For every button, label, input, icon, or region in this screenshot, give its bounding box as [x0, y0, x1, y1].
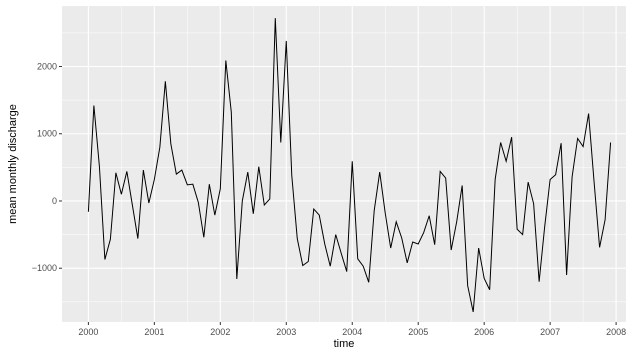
grid-minor: [62, 6, 626, 322]
y-tick-label: −1000: [32, 263, 57, 273]
series-points: [88, 18, 611, 312]
y-tick-label: 1000: [37, 129, 57, 139]
x-tick-label: 2005: [408, 327, 428, 337]
y-axis-ticks: −1000 0 1000 2000: [32, 62, 62, 273]
x-tick-label: 2008: [606, 327, 626, 337]
x-tick-label: 2001: [144, 327, 164, 337]
x-tick-label: 2000: [78, 327, 98, 337]
grid-major: [62, 6, 626, 322]
x-axis-ticks: 2000 2001 2002 2003 2004 2005 2006 2007 2008: [78, 322, 626, 337]
series-line: [87, 18, 612, 313]
x-tick-label: 2007: [540, 327, 560, 337]
plot-panel: [62, 6, 626, 322]
y-tick-label: 0: [52, 196, 57, 206]
x-axis-title: time: [334, 338, 355, 350]
y-axis-title: mean monthly discharge: [7, 104, 19, 224]
y-tick-label: 2000: [37, 62, 57, 72]
x-tick-label: 2003: [276, 327, 296, 337]
x-tick-label: 2004: [342, 327, 362, 337]
x-tick-label: 2006: [474, 327, 494, 337]
x-tick-label: 2002: [210, 327, 230, 337]
